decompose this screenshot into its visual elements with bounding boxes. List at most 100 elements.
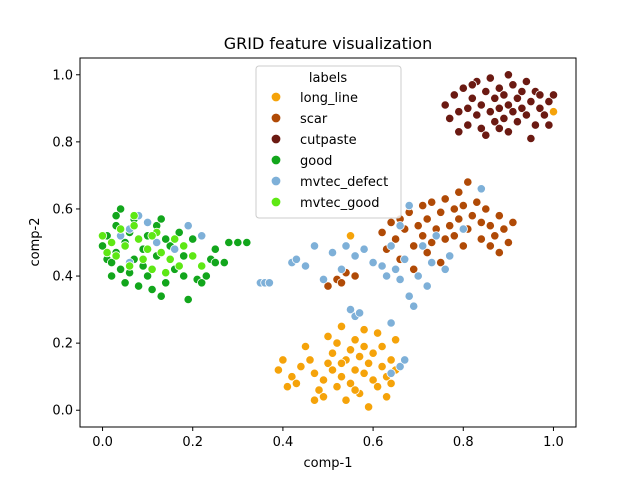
point-long_line-40 <box>386 378 396 388</box>
point-cutpaste-44 <box>467 80 477 90</box>
point-scar-32 <box>458 201 468 211</box>
point-scar-35 <box>467 211 477 221</box>
point-cutpaste-32 <box>526 97 536 107</box>
point-scar-25 <box>445 221 455 231</box>
point-good-20 <box>156 291 166 301</box>
point-mvtec_good-3 <box>111 251 121 261</box>
point-cutpaste-43 <box>544 120 554 130</box>
legend-label-good: good <box>300 154 332 169</box>
point-scar-14 <box>418 231 428 241</box>
point-cutpaste-28 <box>517 86 527 97</box>
point-mvtec_good-17 <box>174 261 184 271</box>
series-long_line <box>273 107 559 412</box>
point-scar-30 <box>454 214 464 224</box>
point-long_line-15 <box>332 382 342 392</box>
point-long_line-26 <box>354 351 365 362</box>
point-long_line-46 <box>350 385 360 395</box>
point-scar-36 <box>472 197 482 207</box>
point-mvtec_defect-14 <box>377 261 387 271</box>
point-long_line-0 <box>273 365 283 375</box>
y-tick-label: 0.6 <box>52 202 73 217</box>
x-tick-label: 0.8 <box>453 435 474 450</box>
point-mvtec_good-19 <box>188 251 198 261</box>
point-mvtec_defect-22 <box>404 201 414 211</box>
point-scar-34 <box>463 177 473 187</box>
point-scar-27 <box>449 204 459 214</box>
x-tick-label: 0.0 <box>92 435 113 450</box>
series-cutpaste <box>440 70 559 144</box>
point-long_line-30 <box>363 402 374 412</box>
point-good-44 <box>210 244 220 254</box>
point-scar-0 <box>323 281 333 291</box>
point-mvtec_defect-39 <box>400 355 410 365</box>
y-tick-label: 0.8 <box>52 135 73 150</box>
y-axis-title: comp-2 <box>28 218 43 267</box>
point-scar-19 <box>427 197 437 207</box>
point-cutpaste-20 <box>499 113 509 124</box>
point-good-37 <box>107 257 117 268</box>
point-scar-29 <box>454 187 464 197</box>
x-tick-label: 0.2 <box>182 435 203 450</box>
point-long_line-8 <box>314 385 324 395</box>
point-mvtec_good-13 <box>156 248 166 258</box>
point-scar-49 <box>409 264 419 274</box>
legend-label-cutpaste: cutpaste <box>300 133 357 148</box>
point-long_line-20 <box>341 395 351 405</box>
point-mvtec_good-10 <box>143 244 153 254</box>
point-long_line-13 <box>327 348 338 358</box>
legend-marker-mvtec_defect <box>270 175 282 187</box>
point-good-17 <box>147 284 157 295</box>
point-scar-47 <box>508 217 518 227</box>
point-cutpaste-12 <box>476 123 486 133</box>
legend-box <box>255 65 402 219</box>
point-good-34 <box>224 237 234 248</box>
point-scar-41 <box>485 221 495 231</box>
point-long_line-6 <box>305 355 315 365</box>
point-mvtec_defect-21 <box>404 291 414 301</box>
point-mvtec_defect-10 <box>341 241 351 251</box>
legend-label-scar: scar <box>300 112 328 127</box>
point-long_line-10 <box>318 392 329 402</box>
legend-marker-scar <box>270 112 282 124</box>
point-good-26 <box>179 251 189 261</box>
point-long_line-24 <box>350 335 360 345</box>
point-long_line-2 <box>287 372 297 382</box>
point-good-0 <box>97 241 108 251</box>
point-good-28 <box>188 234 198 244</box>
point-good-25 <box>174 227 184 237</box>
point-mvtec_defect-35 <box>354 308 365 318</box>
legend-label-mvtec_defect: mvtec_defect <box>300 175 388 190</box>
point-mvtec_defect-36 <box>386 318 396 328</box>
point-long_line-49 <box>548 107 559 117</box>
point-mvtec_defect-2 <box>264 278 274 288</box>
point-long_line-4 <box>296 361 306 372</box>
point-long_line-42 <box>390 335 401 345</box>
point-scar-7 <box>386 217 396 227</box>
point-mvtec_defect-5 <box>300 261 311 271</box>
point-mvtec_good-2 <box>107 237 117 248</box>
point-cutpaste-27 <box>512 117 523 127</box>
y-tick-label: 0.4 <box>52 270 73 285</box>
point-mvtec_defect-49 <box>152 237 162 248</box>
point-long_line-21 <box>345 345 356 355</box>
point-cutpaste-38 <box>544 97 554 107</box>
point-scar-37 <box>476 234 486 244</box>
point-scar-31 <box>458 241 468 251</box>
point-long_line-39 <box>386 355 396 365</box>
point-scar-39 <box>481 204 491 214</box>
point-cutpaste-15 <box>485 73 495 83</box>
point-long_line-35 <box>377 361 387 372</box>
point-mvtec_good-4 <box>116 224 126 234</box>
point-mvtec_defect-20 <box>400 254 410 264</box>
point-mvtec_good-0 <box>97 231 108 241</box>
point-mvtec_defect-13 <box>368 257 378 268</box>
point-long_line-38 <box>381 392 392 402</box>
point-mvtec_defect-31 <box>458 224 468 234</box>
point-long_line-47 <box>359 325 369 335</box>
point-scar-8 <box>390 234 401 244</box>
point-cutpaste-24 <box>508 80 518 90</box>
point-scar-40 <box>485 241 495 251</box>
point-cutpaste-1 <box>445 113 455 124</box>
point-scar-2 <box>336 278 347 288</box>
point-scar-5 <box>377 227 387 237</box>
